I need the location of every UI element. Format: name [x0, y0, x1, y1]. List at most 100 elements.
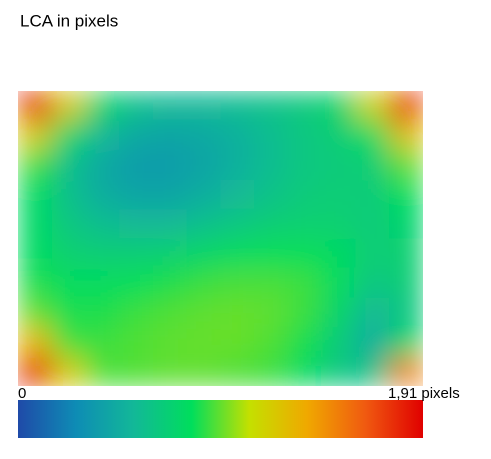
colorbar	[18, 400, 423, 438]
heatmap-cell	[18, 91, 53, 121]
heatmap-cell	[355, 297, 390, 328]
heatmap-cell	[186, 238, 221, 269]
heatmap-cell	[186, 297, 221, 328]
heatmap-cell	[18, 268, 53, 298]
heatmap-cell	[51, 268, 86, 298]
heatmap-cell	[85, 327, 120, 357]
heatmap-cell	[119, 268, 154, 298]
heatmap-cell	[153, 91, 188, 121]
heatmap-cell	[85, 179, 120, 210]
heatmap-cell	[254, 120, 289, 151]
heatmap-cells	[18, 91, 423, 386]
heatmap-cell	[153, 327, 188, 357]
heatmap-cell	[18, 179, 53, 210]
heatmap-cell	[389, 268, 423, 298]
heatmap-cell	[51, 297, 86, 328]
heatmap-cell	[355, 209, 390, 239]
heatmap-cell	[85, 356, 120, 386]
heatmap-cell	[85, 150, 120, 180]
heatmap-cell	[355, 179, 390, 210]
heatmap-cell	[389, 327, 423, 357]
heatmap-cell	[119, 356, 154, 386]
heatmap-cell	[389, 238, 423, 269]
heatmap-cell	[288, 327, 323, 357]
heatmap-cell	[220, 150, 255, 180]
heatmap-cell	[355, 356, 390, 386]
heatmap-cell	[119, 209, 154, 239]
heatmap-cell	[220, 297, 255, 328]
heatmap-cell	[119, 150, 154, 180]
heatmap-cell	[51, 91, 86, 121]
heatmap-cell	[18, 150, 53, 180]
heatmap-cell	[85, 297, 120, 328]
heatmap-cell	[186, 327, 221, 357]
heatmap-cell	[119, 327, 154, 357]
heatmap-cell	[254, 179, 289, 210]
heatmap-cell	[153, 179, 188, 210]
heatmap-cell	[186, 268, 221, 298]
heatmap-cell	[153, 356, 188, 386]
heatmap-cell	[288, 268, 323, 298]
heatmap-cell	[389, 356, 423, 386]
heatmap-cell	[85, 120, 120, 151]
heatmap-cell	[153, 209, 188, 239]
heatmap-cell	[355, 268, 390, 298]
heatmap-cell	[355, 91, 390, 121]
heatmap-cell	[389, 150, 423, 180]
heatmap-cell	[389, 120, 423, 151]
heatmap-cell	[288, 120, 323, 151]
heatmap-cell	[355, 238, 390, 269]
heatmap-cell	[254, 268, 289, 298]
heatmap-cell	[186, 91, 221, 121]
heatmap-cell	[186, 209, 221, 239]
chart-title: LCA in pixels	[20, 11, 118, 30]
heatmap-cell	[85, 238, 120, 269]
heatmap-cell	[355, 120, 390, 151]
heatmap-cell	[186, 150, 221, 180]
heatmap-cell	[355, 327, 390, 357]
heatmap-cell	[254, 238, 289, 269]
heatmap-cell	[18, 327, 53, 357]
heatmap-cell	[288, 150, 323, 180]
heatmap-cell	[119, 120, 154, 151]
heatmap-cell	[321, 91, 356, 121]
heatmap-cell	[254, 327, 289, 357]
heatmap-cell	[18, 120, 53, 151]
heatmap-cell	[254, 150, 289, 180]
heatmap-cell	[153, 297, 188, 328]
heatmap-cell	[220, 209, 255, 239]
heatmap-cell	[288, 179, 323, 210]
heatmap-cell	[85, 91, 120, 121]
heatmap-cell	[220, 91, 255, 121]
heatmap-cell	[186, 179, 221, 210]
heatmap-cell	[18, 297, 53, 328]
heatmap-cell	[254, 297, 289, 328]
heatmap-cell	[321, 179, 356, 210]
heatmap-cell	[355, 150, 390, 180]
heatmap-cell	[153, 268, 188, 298]
heatmap	[18, 91, 423, 386]
heatmap-cell	[220, 179, 255, 210]
heatmap-cell	[119, 297, 154, 328]
colorbar-tick-label: 1,91 pixels	[388, 385, 460, 402]
heatmap-cell	[288, 297, 323, 328]
heatmap-cell	[321, 327, 356, 357]
heatmap-cell	[288, 356, 323, 386]
heatmap-cell	[220, 327, 255, 357]
heatmap-cell	[220, 238, 255, 269]
heatmap-cell	[254, 209, 289, 239]
heatmap-cell	[321, 238, 356, 269]
heatmap-cell	[51, 238, 86, 269]
heatmap-cell	[51, 179, 86, 210]
heatmap-cell	[51, 150, 86, 180]
heatmap-cell	[321, 356, 356, 386]
heatmap-cell	[18, 209, 53, 239]
heatmap-cell	[321, 120, 356, 151]
heatmap-cell	[51, 209, 86, 239]
heatmap-cell	[186, 356, 221, 386]
heatmap-cell	[119, 91, 154, 121]
heatmap-cell	[119, 179, 154, 210]
heatmap-cell	[321, 150, 356, 180]
heatmap-cell	[85, 209, 120, 239]
